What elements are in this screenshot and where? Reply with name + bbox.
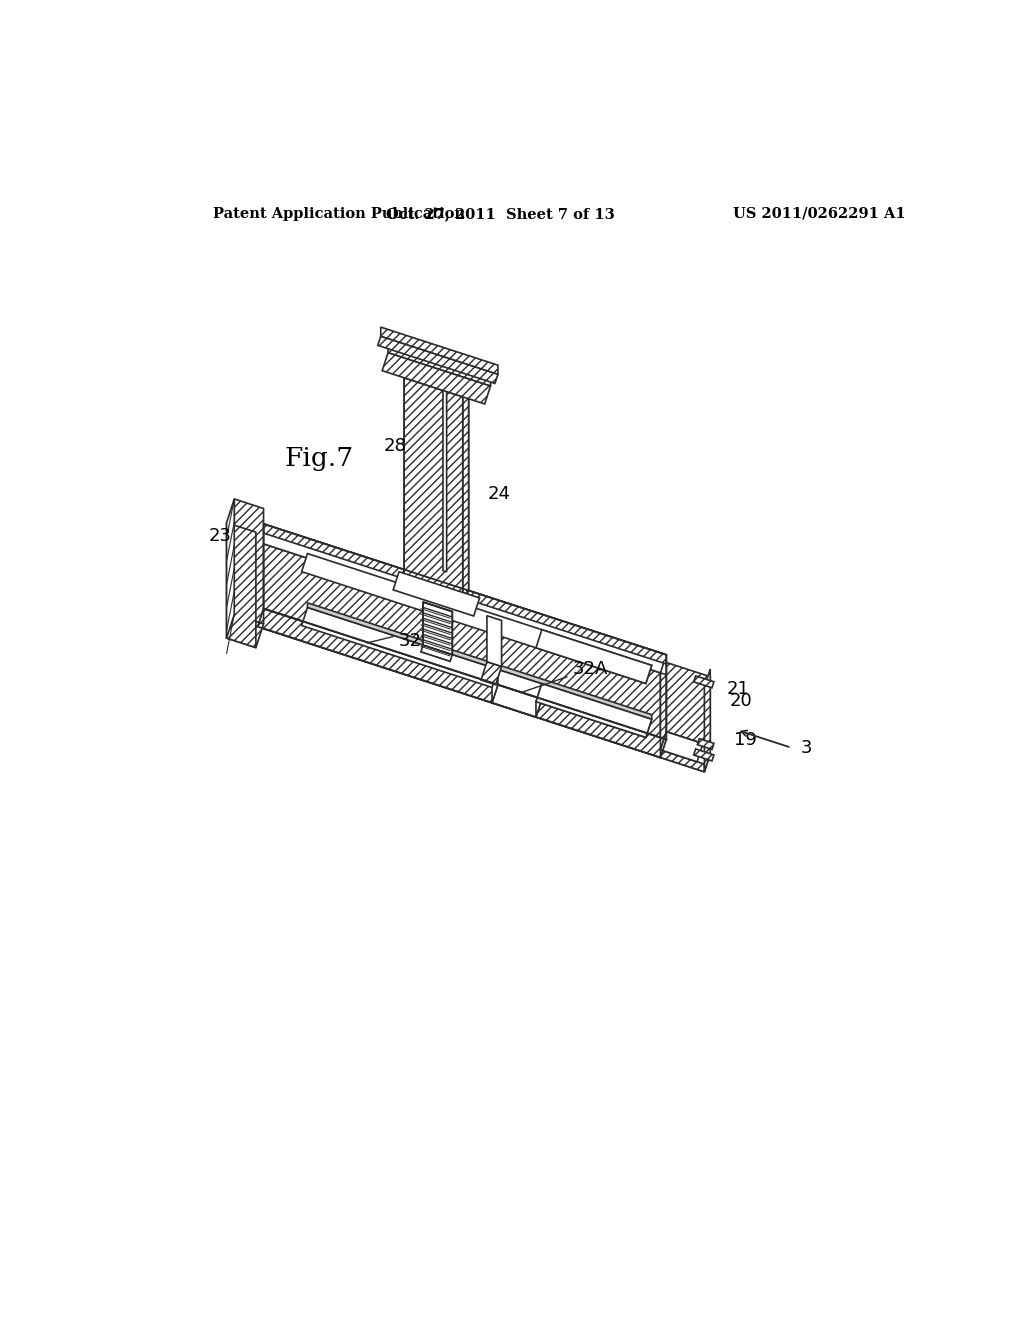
Polygon shape xyxy=(226,499,234,638)
Polygon shape xyxy=(263,524,667,664)
Text: Fig.7: Fig.7 xyxy=(285,446,353,471)
Polygon shape xyxy=(463,379,469,609)
Text: 3: 3 xyxy=(801,739,812,756)
Polygon shape xyxy=(382,352,490,404)
Polygon shape xyxy=(660,731,711,764)
Polygon shape xyxy=(381,327,498,375)
Text: 28: 28 xyxy=(383,437,407,455)
Polygon shape xyxy=(660,673,705,772)
Polygon shape xyxy=(487,615,502,667)
Text: 24: 24 xyxy=(487,486,511,503)
Polygon shape xyxy=(443,385,446,572)
Polygon shape xyxy=(302,553,651,684)
Polygon shape xyxy=(258,524,667,673)
Polygon shape xyxy=(423,602,453,655)
Polygon shape xyxy=(258,609,667,758)
Text: 23: 23 xyxy=(209,528,231,545)
Text: Oct. 27, 2011  Sheet 7 of 13: Oct. 27, 2011 Sheet 7 of 13 xyxy=(386,207,614,220)
Text: US 2011/0262291 A1: US 2011/0262291 A1 xyxy=(733,207,906,220)
Polygon shape xyxy=(393,572,479,616)
Polygon shape xyxy=(302,607,651,738)
Text: 32A: 32A xyxy=(520,660,608,693)
Text: 21: 21 xyxy=(726,680,750,698)
Polygon shape xyxy=(226,615,263,648)
Polygon shape xyxy=(697,739,714,750)
Polygon shape xyxy=(481,661,502,685)
Text: 20: 20 xyxy=(729,692,753,710)
Polygon shape xyxy=(667,663,711,746)
Polygon shape xyxy=(307,603,651,719)
Polygon shape xyxy=(234,499,263,624)
Polygon shape xyxy=(404,378,463,609)
Polygon shape xyxy=(660,739,711,772)
Polygon shape xyxy=(421,645,453,661)
Polygon shape xyxy=(388,339,490,385)
Text: 19: 19 xyxy=(734,731,757,748)
Polygon shape xyxy=(226,523,256,648)
Polygon shape xyxy=(258,543,660,758)
Polygon shape xyxy=(705,669,711,772)
Polygon shape xyxy=(693,748,714,760)
Polygon shape xyxy=(446,372,469,590)
Polygon shape xyxy=(492,669,498,702)
Polygon shape xyxy=(536,630,651,684)
Text: 32: 32 xyxy=(367,632,421,651)
Polygon shape xyxy=(404,360,410,590)
Polygon shape xyxy=(693,676,714,688)
Text: Patent Application Publication: Patent Application Publication xyxy=(213,207,465,220)
Polygon shape xyxy=(410,360,443,582)
Polygon shape xyxy=(378,337,498,384)
Polygon shape xyxy=(492,685,542,717)
Polygon shape xyxy=(660,731,702,762)
Polygon shape xyxy=(536,684,651,738)
Polygon shape xyxy=(536,684,542,717)
